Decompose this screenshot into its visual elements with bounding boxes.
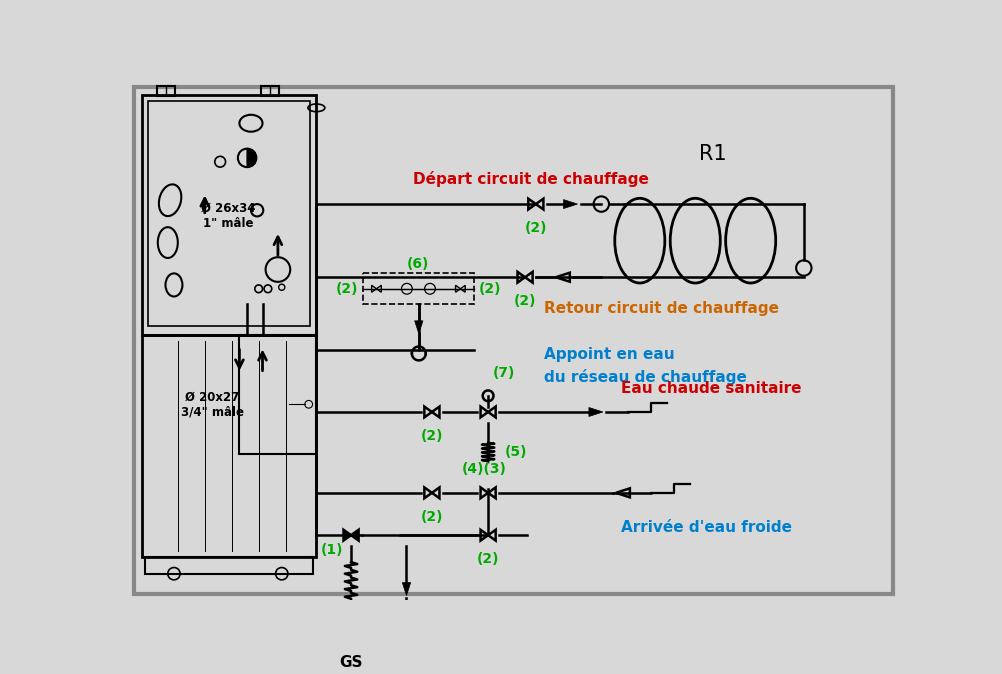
Bar bbox=[145, 557, 313, 574]
Text: Appoint en eau: Appoint en eau bbox=[543, 346, 674, 362]
Text: (4)(3): (4)(3) bbox=[462, 462, 507, 476]
Text: Retour circuit de chauffage: Retour circuit de chauffage bbox=[543, 301, 779, 315]
Wedge shape bbox=[247, 149, 257, 167]
Text: (2): (2) bbox=[525, 221, 547, 235]
Polygon shape bbox=[344, 530, 351, 541]
Text: Ø 20x27
3/4" mâle: Ø 20x27 3/4" mâle bbox=[181, 390, 243, 419]
Text: (2): (2) bbox=[477, 552, 499, 566]
Polygon shape bbox=[563, 200, 577, 208]
Text: Ø 26x34
1" mâle: Ø 26x34 1" mâle bbox=[200, 202, 256, 230]
Bar bbox=[141, 335, 317, 557]
Bar bbox=[261, 86, 280, 96]
Bar bbox=[147, 101, 311, 326]
Bar bbox=[363, 274, 474, 304]
Text: (7): (7) bbox=[492, 367, 515, 381]
Text: (2): (2) bbox=[421, 429, 443, 443]
Polygon shape bbox=[415, 321, 423, 334]
Polygon shape bbox=[403, 582, 411, 596]
Text: Départ circuit de chauffage: Départ circuit de chauffage bbox=[413, 171, 648, 187]
Text: (5): (5) bbox=[505, 446, 528, 460]
Text: (2): (2) bbox=[478, 282, 501, 296]
Bar bbox=[239, 335, 317, 454]
Text: GS: GS bbox=[340, 654, 363, 670]
Text: (1): (1) bbox=[321, 543, 343, 557]
Polygon shape bbox=[589, 408, 603, 417]
Text: (2): (2) bbox=[421, 510, 443, 524]
Text: R1: R1 bbox=[699, 144, 726, 164]
Text: Eau chaude sanitaire: Eau chaude sanitaire bbox=[620, 381, 801, 396]
Text: (2): (2) bbox=[514, 294, 536, 308]
Polygon shape bbox=[351, 530, 359, 541]
Text: (2): (2) bbox=[336, 282, 359, 296]
Bar bbox=[141, 95, 317, 335]
Text: du réseau de chauffage: du réseau de chauffage bbox=[543, 369, 746, 386]
Text: Arrivée d'eau froide: Arrivée d'eau froide bbox=[620, 520, 792, 535]
Text: (6): (6) bbox=[407, 257, 430, 271]
Bar bbox=[157, 86, 175, 96]
Polygon shape bbox=[347, 609, 356, 623]
